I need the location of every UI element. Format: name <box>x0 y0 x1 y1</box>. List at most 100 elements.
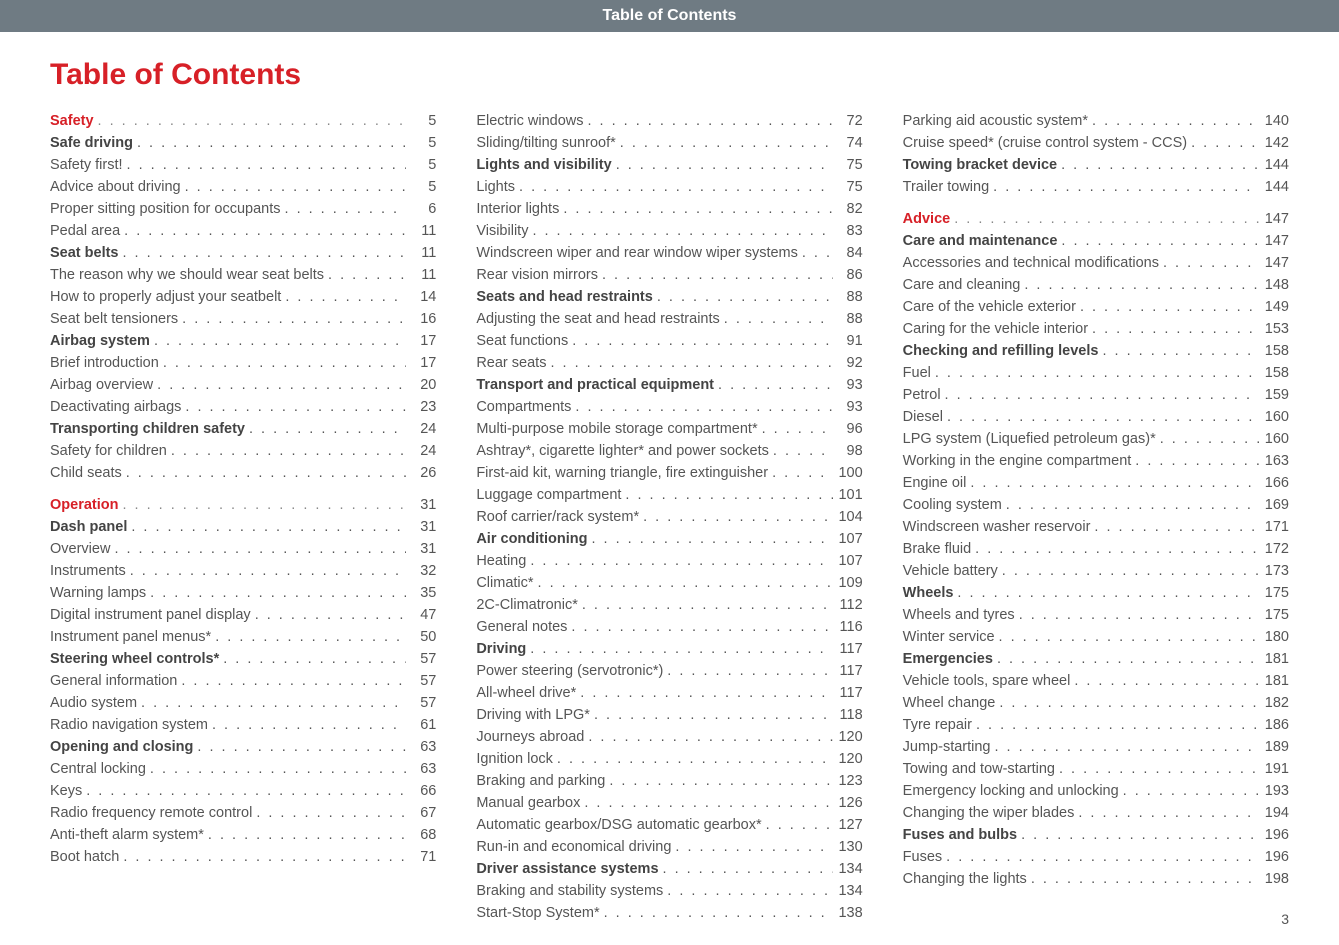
toc-row[interactable]: Cooling system. . . . . . . . . . . . . … <box>903 494 1289 516</box>
toc-row[interactable]: Vehicle battery. . . . . . . . . . . . .… <box>903 560 1289 582</box>
toc-row[interactable]: Seat functions. . . . . . . . . . . . . … <box>476 330 862 352</box>
toc-row[interactable]: Visibility. . . . . . . . . . . . . . . … <box>476 220 862 242</box>
toc-row[interactable]: Towing and tow-starting. . . . . . . . .… <box>903 758 1289 780</box>
toc-row[interactable]: Audio system. . . . . . . . . . . . . . … <box>50 692 436 714</box>
toc-row[interactable]: Overview. . . . . . . . . . . . . . . . … <box>50 538 436 560</box>
toc-row[interactable]: Petrol. . . . . . . . . . . . . . . . . … <box>903 384 1289 406</box>
toc-row[interactable]: Instrument panel menus*. . . . . . . . .… <box>50 626 436 648</box>
toc-row[interactable]: Seat belts. . . . . . . . . . . . . . . … <box>50 242 436 264</box>
toc-row[interactable]: How to properly adjust your seatbelt. . … <box>50 286 436 308</box>
toc-row[interactable]: Luggage compartment. . . . . . . . . . .… <box>476 484 862 506</box>
toc-row[interactable]: Advice about driving. . . . . . . . . . … <box>50 176 436 198</box>
toc-row[interactable]: Ignition lock. . . . . . . . . . . . . .… <box>476 748 862 770</box>
toc-row[interactable]: Warning lamps. . . . . . . . . . . . . .… <box>50 582 436 604</box>
toc-row[interactable]: Windscreen washer reservoir. . . . . . .… <box>903 516 1289 538</box>
toc-row[interactable]: Child seats. . . . . . . . . . . . . . .… <box>50 462 436 484</box>
toc-row[interactable]: Changing the lights. . . . . . . . . . .… <box>903 868 1289 890</box>
toc-row[interactable]: Lights and visibility. . . . . . . . . .… <box>476 154 862 176</box>
toc-row[interactable]: Lights. . . . . . . . . . . . . . . . . … <box>476 176 862 198</box>
toc-row[interactable]: Sliding/tilting sunroof*. . . . . . . . … <box>476 132 862 154</box>
toc-row[interactable]: Dash panel. . . . . . . . . . . . . . . … <box>50 516 436 538</box>
toc-row[interactable]: Boot hatch. . . . . . . . . . . . . . . … <box>50 846 436 868</box>
toc-row[interactable]: Trailer towing. . . . . . . . . . . . . … <box>903 176 1289 198</box>
toc-row[interactable]: Instruments. . . . . . . . . . . . . . .… <box>50 560 436 582</box>
toc-row[interactable]: Automatic gearbox/DSG automatic gearbox*… <box>476 814 862 836</box>
toc-row[interactable]: General information. . . . . . . . . . .… <box>50 670 436 692</box>
toc-row[interactable]: Jump-starting. . . . . . . . . . . . . .… <box>903 736 1289 758</box>
toc-row[interactable]: Braking and stability systems. . . . . .… <box>476 880 862 902</box>
toc-row[interactable]: Airbag system. . . . . . . . . . . . . .… <box>50 330 436 352</box>
toc-row[interactable]: Emergencies. . . . . . . . . . . . . . .… <box>903 648 1289 670</box>
toc-row[interactable]: Towing bracket device. . . . . . . . . .… <box>903 154 1289 176</box>
toc-row[interactable]: Care of the vehicle exterior. . . . . . … <box>903 296 1289 318</box>
toc-row[interactable]: Driver assistance systems. . . . . . . .… <box>476 858 862 880</box>
toc-row[interactable]: Keys. . . . . . . . . . . . . . . . . . … <box>50 780 436 802</box>
toc-row[interactable]: Pedal area. . . . . . . . . . . . . . . … <box>50 220 436 242</box>
toc-row[interactable]: Transporting children safety. . . . . . … <box>50 418 436 440</box>
toc-row[interactable]: Seats and head restraints. . . . . . . .… <box>476 286 862 308</box>
toc-row[interactable]: Safety for children. . . . . . . . . . .… <box>50 440 436 462</box>
toc-row[interactable]: All-wheel drive*. . . . . . . . . . . . … <box>476 682 862 704</box>
toc-row[interactable]: Advice. . . . . . . . . . . . . . . . . … <box>903 208 1289 230</box>
toc-row[interactable]: Brake fluid. . . . . . . . . . . . . . .… <box>903 538 1289 560</box>
toc-row[interactable]: Operation. . . . . . . . . . . . . . . .… <box>50 494 436 516</box>
toc-row[interactable]: Fuses and bulbs. . . . . . . . . . . . .… <box>903 824 1289 846</box>
toc-row[interactable]: Checking and refilling levels. . . . . .… <box>903 340 1289 362</box>
toc-row[interactable]: Heating. . . . . . . . . . . . . . . . .… <box>476 550 862 572</box>
toc-row[interactable]: Working in the engine compartment. . . .… <box>903 450 1289 472</box>
toc-row[interactable]: Radio frequency remote control. . . . . … <box>50 802 436 824</box>
toc-row[interactable]: Central locking. . . . . . . . . . . . .… <box>50 758 436 780</box>
toc-row[interactable]: Diesel. . . . . . . . . . . . . . . . . … <box>903 406 1289 428</box>
toc-row[interactable]: Adjusting the seat and head restraints. … <box>476 308 862 330</box>
toc-row[interactable]: Compartments. . . . . . . . . . . . . . … <box>476 396 862 418</box>
toc-row[interactable]: Manual gearbox. . . . . . . . . . . . . … <box>476 792 862 814</box>
toc-row[interactable]: Interior lights. . . . . . . . . . . . .… <box>476 198 862 220</box>
toc-row[interactable]: 2C-Climatronic*. . . . . . . . . . . . .… <box>476 594 862 616</box>
toc-row[interactable]: Parking aid acoustic system*. . . . . . … <box>903 110 1289 132</box>
toc-row[interactable]: Deactivating airbags. . . . . . . . . . … <box>50 396 436 418</box>
toc-row[interactable]: Cruise speed* (cruise control system - C… <box>903 132 1289 154</box>
toc-row[interactable]: The reason why we should wear seat belts… <box>50 264 436 286</box>
toc-row[interactable]: Tyre repair. . . . . . . . . . . . . . .… <box>903 714 1289 736</box>
toc-row[interactable]: Rear seats. . . . . . . . . . . . . . . … <box>476 352 862 374</box>
toc-row[interactable]: Air conditioning. . . . . . . . . . . . … <box>476 528 862 550</box>
toc-row[interactable]: Wheels. . . . . . . . . . . . . . . . . … <box>903 582 1289 604</box>
toc-row[interactable]: Safety first!. . . . . . . . . . . . . .… <box>50 154 436 176</box>
toc-row[interactable]: LPG system (Liquefied petroleum gas)*. .… <box>903 428 1289 450</box>
toc-row[interactable]: Digital instrument panel display. . . . … <box>50 604 436 626</box>
toc-row[interactable]: Care and maintenance. . . . . . . . . . … <box>903 230 1289 252</box>
toc-row[interactable]: Fuel. . . . . . . . . . . . . . . . . . … <box>903 362 1289 384</box>
toc-row[interactable]: Multi-purpose mobile storage compartment… <box>476 418 862 440</box>
toc-row[interactable]: Ashtray*, cigarette lighter* and power s… <box>476 440 862 462</box>
toc-row[interactable]: Proper sitting position for occupants. .… <box>50 198 436 220</box>
toc-row[interactable]: Accessories and technical modifications.… <box>903 252 1289 274</box>
toc-row[interactable]: Fuses. . . . . . . . . . . . . . . . . .… <box>903 846 1289 868</box>
toc-row[interactable]: Journeys abroad. . . . . . . . . . . . .… <box>476 726 862 748</box>
toc-row[interactable]: Electric windows. . . . . . . . . . . . … <box>476 110 862 132</box>
toc-row[interactable]: Winter service. . . . . . . . . . . . . … <box>903 626 1289 648</box>
toc-row[interactable]: Changing the wiper blades. . . . . . . .… <box>903 802 1289 824</box>
toc-row[interactable]: Run-in and economical driving. . . . . .… <box>476 836 862 858</box>
toc-row[interactable]: Safety. . . . . . . . . . . . . . . . . … <box>50 110 436 132</box>
toc-row[interactable]: Engine oil. . . . . . . . . . . . . . . … <box>903 472 1289 494</box>
toc-row[interactable]: Rear vision mirrors. . . . . . . . . . .… <box>476 264 862 286</box>
toc-row[interactable]: Windscreen wiper and rear window wiper s… <box>476 242 862 264</box>
toc-row[interactable]: Brief introduction. . . . . . . . . . . … <box>50 352 436 374</box>
toc-row[interactable]: Anti-theft alarm system*. . . . . . . . … <box>50 824 436 846</box>
toc-row[interactable]: Emergency locking and unlocking. . . . .… <box>903 780 1289 802</box>
toc-row[interactable]: Opening and closing. . . . . . . . . . .… <box>50 736 436 758</box>
toc-row[interactable]: Airbag overview. . . . . . . . . . . . .… <box>50 374 436 396</box>
toc-row[interactable]: Seat belt tensioners. . . . . . . . . . … <box>50 308 436 330</box>
toc-row[interactable]: Braking and parking. . . . . . . . . . .… <box>476 770 862 792</box>
toc-row[interactable]: Start-Stop System*. . . . . . . . . . . … <box>476 902 862 924</box>
toc-row[interactable]: Radio navigation system. . . . . . . . .… <box>50 714 436 736</box>
toc-row[interactable]: Transport and practical equipment. . . .… <box>476 374 862 396</box>
toc-row[interactable]: Driving. . . . . . . . . . . . . . . . .… <box>476 638 862 660</box>
toc-row[interactable]: Power steering (servotronic*). . . . . .… <box>476 660 862 682</box>
toc-row[interactable]: Care and cleaning. . . . . . . . . . . .… <box>903 274 1289 296</box>
toc-row[interactable]: First-aid kit, warning triangle, fire ex… <box>476 462 862 484</box>
toc-row[interactable]: Climatic*. . . . . . . . . . . . . . . .… <box>476 572 862 594</box>
toc-row[interactable]: Steering wheel controls*. . . . . . . . … <box>50 648 436 670</box>
toc-row[interactable]: Wheel change. . . . . . . . . . . . . . … <box>903 692 1289 714</box>
toc-row[interactable]: Driving with LPG*. . . . . . . . . . . .… <box>476 704 862 726</box>
